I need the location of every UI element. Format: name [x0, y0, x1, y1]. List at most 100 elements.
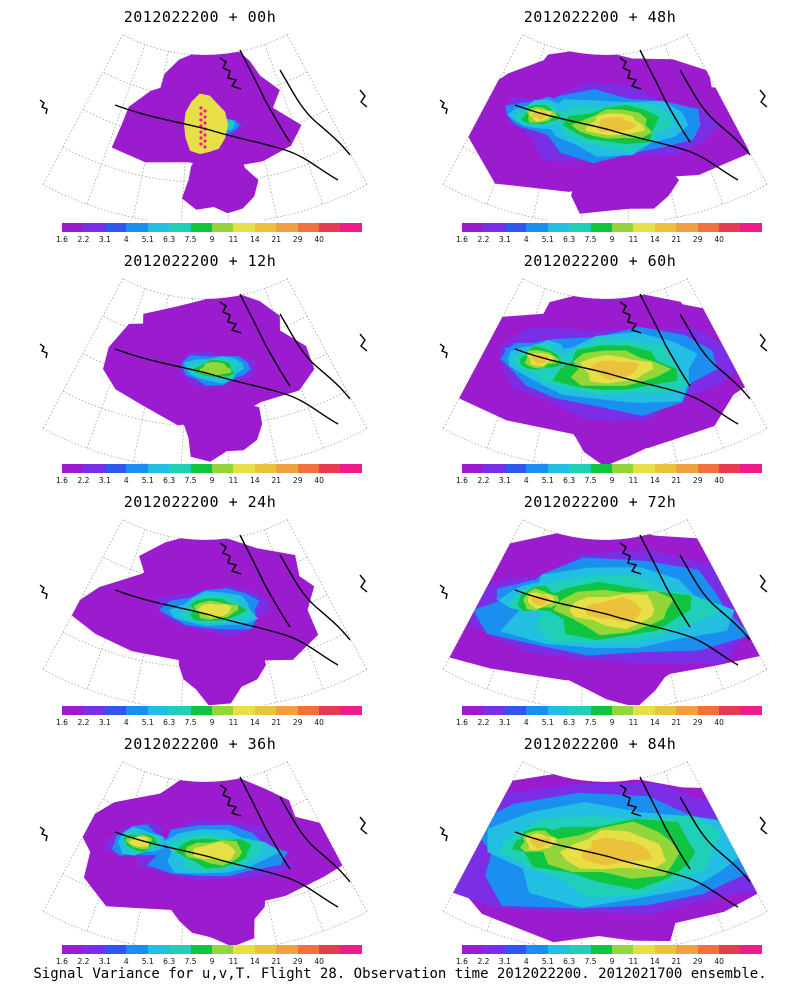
colorbar-swatch [83, 706, 105, 715]
colorbar-tick-label: 9 [609, 235, 615, 244]
colorbar-swatch [547, 464, 570, 473]
colorbar-tick-label: 3.1 [498, 235, 511, 244]
coastline [39, 776, 368, 908]
colorbar-tick-label: 6.3 [563, 957, 576, 966]
colorbar-swatch [126, 945, 148, 954]
colorbar-tick-label: 9 [209, 718, 215, 727]
colorbar-tick-label: 29 [292, 718, 303, 727]
coastline [439, 49, 768, 181]
colorbar-swatch [526, 223, 548, 232]
colorbar-tick-label: 5.1 [541, 235, 554, 244]
colorbar-swatch [483, 223, 505, 232]
colorbar-tick-label: 1.6 [56, 235, 68, 244]
colorbar-swatch [297, 706, 320, 715]
colorbar-tick-label: 7.5 [184, 235, 197, 244]
colorbar-tick-label: 4 [123, 957, 129, 966]
colorbar-swatch [319, 464, 341, 473]
colorbar-tick-label: 4 [523, 718, 529, 727]
colorbar-tick-label: 5.1 [541, 476, 554, 485]
colorbar-tick-label: 6.3 [163, 957, 176, 966]
colorbar-tick-label: 2.2 [477, 235, 490, 244]
colorbar-tick-label: 4 [523, 957, 529, 966]
map-panel [39, 519, 368, 705]
colorbar-swatch [276, 706, 298, 715]
colorbar [462, 706, 762, 715]
colorbar-tick-label: 14 [650, 235, 660, 244]
variance-field [64, 533, 319, 705]
colorbar-tick-label: 29 [292, 235, 303, 244]
colorbar-swatch [547, 223, 570, 232]
map-panel [439, 278, 768, 464]
colorbar-tick-label: 4 [123, 235, 129, 244]
colorbar-swatch [211, 945, 234, 954]
panel-title: 2012022200 + 00h [123, 8, 277, 26]
colorbar-swatch [62, 706, 84, 715]
colorbar-tick-label: 9 [609, 476, 615, 485]
colorbar-swatch [62, 464, 84, 473]
colorbar-tick-label: 9 [209, 476, 215, 485]
colorbar-swatch [504, 945, 527, 954]
colorbar-swatch [633, 706, 655, 715]
colorbar-ticks: 1.6 2.2 3.1 4 5.1 6.3 7.5 9 11 14 21 29 40 [56, 957, 362, 967]
colorbar-tick-label: 40 [314, 957, 324, 966]
colorbar-tick-label: 21 [271, 235, 282, 244]
colorbar-swatch [297, 464, 320, 473]
colorbar-swatch [654, 945, 677, 954]
colorbar-swatch [190, 223, 212, 232]
colorbar-tick-label: 21 [671, 235, 682, 244]
colorbar-tick-label: 3.1 [498, 476, 511, 485]
coastline [439, 534, 768, 666]
colorbar-swatch [254, 945, 277, 954]
colorbar-tick-label: 29 [692, 718, 703, 727]
colorbar-swatch [340, 223, 362, 232]
colorbar-tick-label: 40 [314, 476, 324, 485]
colorbar-tick-label: 4 [523, 476, 529, 485]
coastline [39, 534, 368, 666]
colorbar-tick-label: 40 [314, 235, 324, 244]
colorbar-swatch [504, 223, 527, 232]
panel-title: 2012022200 + 12h [123, 252, 277, 270]
colorbar-swatch [719, 464, 741, 473]
colorbar-swatch [83, 464, 105, 473]
coastline [39, 293, 368, 425]
colorbar-tick-label: 7.5 [584, 718, 597, 727]
colorbar-tick-label: 9 [209, 235, 215, 244]
colorbar-tick-label: 1.6 [456, 957, 468, 966]
colorbar-tick-label: 1.6 [456, 476, 468, 485]
colorbar-ticks: 1.6 2.2 3.1 4 5.1 6.3 7.5 9 11 14 21 29 40 [56, 235, 362, 245]
colorbar-swatch [719, 945, 741, 954]
colorbar-swatch [147, 706, 170, 715]
colorbar-swatch [276, 945, 298, 954]
colorbar-tick-label: 11 [228, 476, 239, 485]
colorbar-swatch [676, 223, 698, 232]
colorbar-tick-label: 21 [671, 718, 682, 727]
colorbar-swatch [483, 706, 505, 715]
figure-caption: Signal Variance for u,v,T. Flight 28. Ob… [33, 966, 767, 982]
colorbar-tick-label: 11 [628, 957, 639, 966]
colorbar-tick-label: 1.6 [456, 235, 468, 244]
colorbar-swatch [319, 706, 341, 715]
colorbar-tick-label: 11 [228, 957, 239, 966]
colorbar-tick-label: 40 [714, 957, 724, 966]
colorbar-swatch [676, 945, 698, 954]
colorbar-swatch [654, 464, 677, 473]
colorbar-swatch [569, 464, 591, 473]
variance-field [76, 771, 365, 947]
coastline [439, 293, 768, 425]
coastline [39, 49, 368, 181]
colorbar-swatch [697, 706, 720, 715]
colorbar-tick-label: 3.1 [98, 476, 111, 485]
variance-field [443, 532, 767, 705]
colorbar-tick-label: 29 [692, 476, 703, 485]
colorbar [462, 945, 762, 954]
colorbar-swatch [611, 464, 634, 473]
colorbar-swatch [190, 464, 212, 473]
colorbar-tick-label: 9 [609, 957, 615, 966]
colorbar-ticks: 1.6 2.2 3.1 4 5.1 6.3 7.5 9 11 14 21 29 40 [56, 476, 362, 486]
colorbar-swatch [319, 945, 341, 954]
colorbar-swatch [504, 464, 527, 473]
colorbar-swatch [547, 706, 570, 715]
colorbar-swatch [697, 464, 720, 473]
colorbar-swatch [547, 945, 570, 954]
colorbar-swatch [126, 706, 148, 715]
